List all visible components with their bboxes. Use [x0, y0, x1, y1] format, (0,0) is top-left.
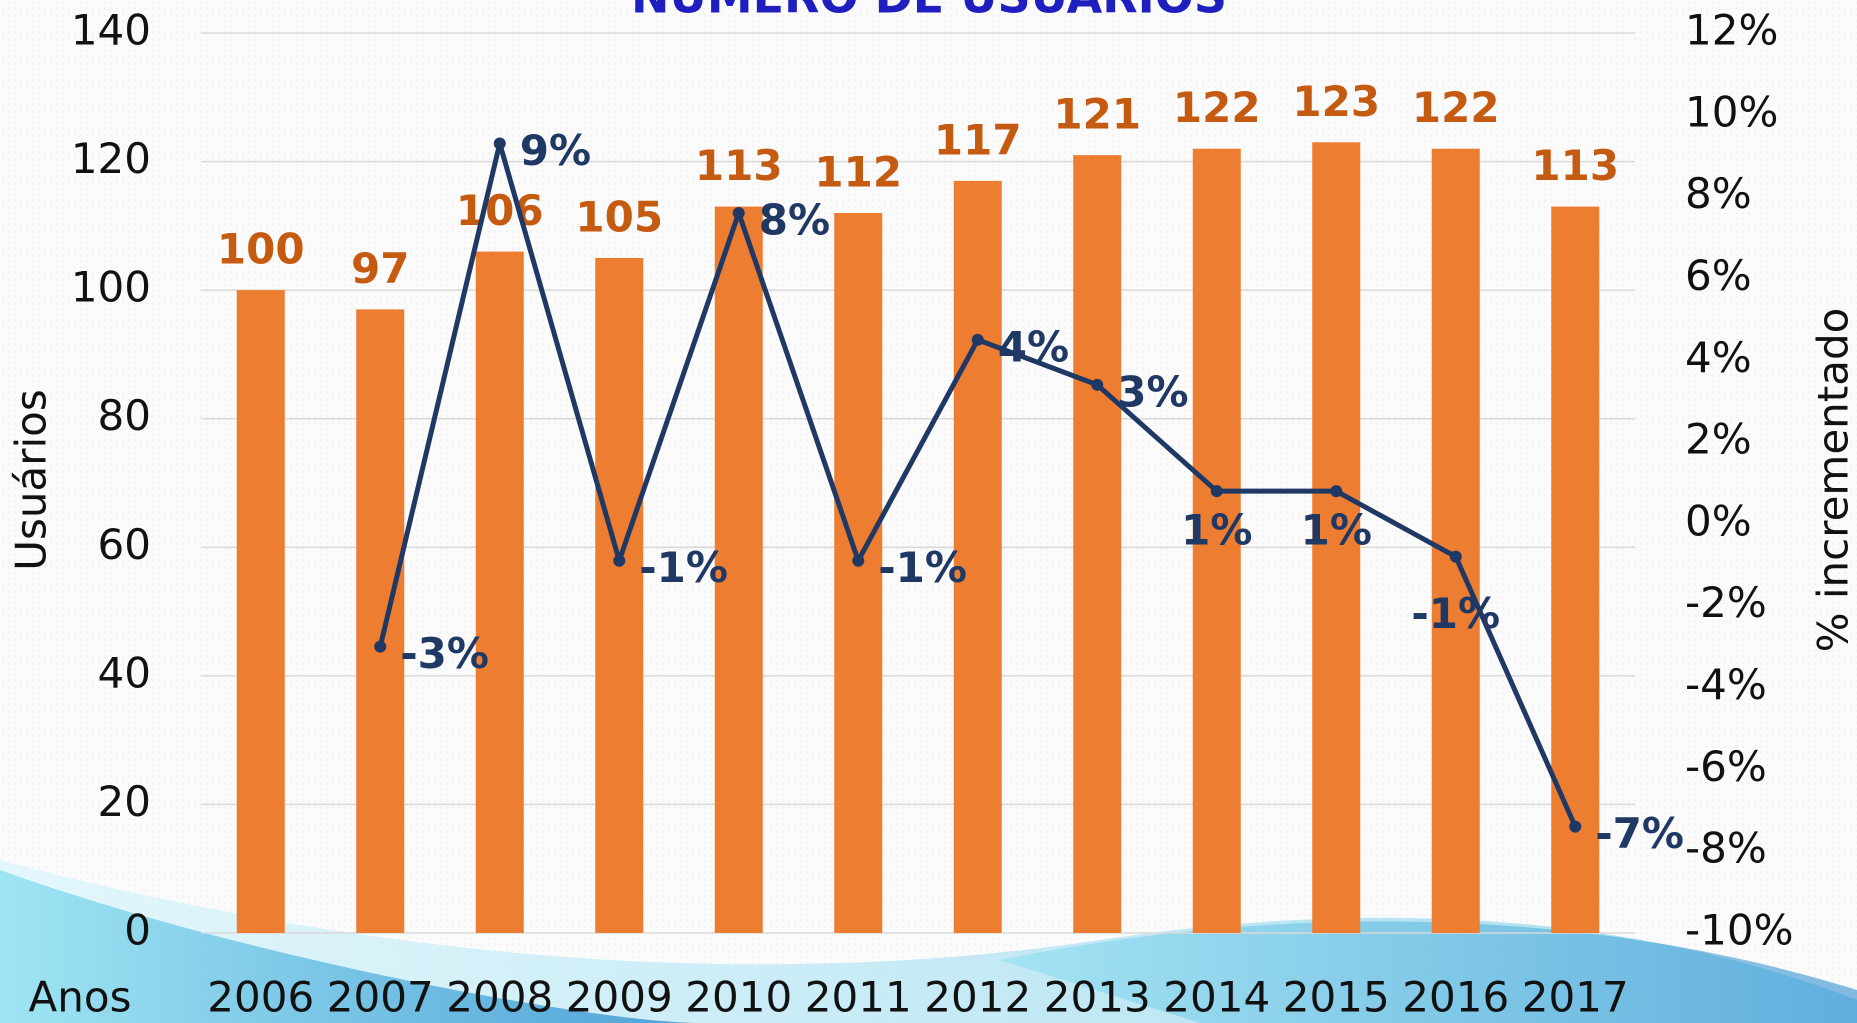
line-value-label: -1% [639, 543, 728, 592]
line-point [971, 333, 984, 346]
x-tick-label: 2014 [1163, 973, 1270, 1022]
y2-tick-label: 12% [1685, 6, 1778, 55]
y2-tick-label: 4% [1685, 333, 1752, 382]
bar [1073, 155, 1122, 934]
y2-tick-label: -2% [1685, 578, 1767, 627]
bar [475, 251, 524, 934]
bar [714, 206, 763, 934]
chart-title: NÚMERO DE USUÁRIOS [631, 0, 1227, 24]
bar [1192, 148, 1241, 933]
x-tick-label: 2009 [566, 973, 673, 1022]
x-tick-label: 2011 [805, 973, 912, 1022]
y-axis-label: Usuários [7, 389, 56, 571]
line-point [852, 554, 865, 567]
y-tick-label: 40 [98, 648, 151, 697]
line-point [1569, 820, 1582, 833]
bar-value-label: 123 [1292, 77, 1380, 126]
line-point [1210, 485, 1223, 498]
bar-value-label: 106 [456, 186, 544, 235]
bar [1312, 142, 1361, 934]
x-tick-label: 2016 [1402, 973, 1509, 1022]
y-tick-label: 120 [71, 134, 151, 183]
y2-tick-label: -6% [1685, 742, 1767, 791]
wave [1000, 921, 1857, 1023]
bar-value-label: 100 [217, 225, 305, 274]
y-tick-label: 80 [98, 391, 151, 440]
y2-tick-label: -8% [1685, 824, 1767, 873]
bar [953, 180, 1002, 933]
x-tick-label: 2010 [685, 973, 792, 1022]
x-tick-label: 2007 [327, 973, 434, 1022]
bar [1551, 206, 1600, 934]
x-tick-label: 2013 [1044, 973, 1151, 1022]
line-point [1449, 550, 1462, 563]
bar-value-label: 122 [1173, 83, 1261, 132]
line-point [374, 640, 387, 653]
bar-value-label: 117 [934, 115, 1022, 164]
bar-value-label: 113 [1531, 141, 1619, 190]
bar-value-label: 105 [575, 193, 663, 242]
line-value-label: 1% [1181, 506, 1252, 555]
line-point [1330, 485, 1343, 498]
wave [0, 870, 700, 1023]
bar-value-label: 113 [695, 141, 783, 190]
line-value-label: 1% [1301, 506, 1372, 555]
line-value-label: -1% [878, 543, 967, 592]
line-point [493, 137, 506, 150]
line-value-label: 8% [759, 196, 830, 245]
y2-tick-label: 8% [1685, 169, 1752, 218]
line-value-label: 9% [520, 126, 591, 175]
y2-tick-label: 2% [1685, 415, 1752, 464]
line-point [613, 554, 626, 567]
bar [834, 213, 883, 933]
bar [1431, 148, 1480, 933]
y2-tick-label: 0% [1685, 496, 1752, 545]
y-tick-label: 0 [124, 906, 151, 955]
x-tick-label: 2008 [446, 973, 553, 1022]
bar [236, 290, 285, 934]
x-axis-label: Anos [29, 973, 132, 1022]
line-point [732, 207, 745, 219]
y2-tick-label: -10% [1685, 906, 1794, 955]
y-tick-label: 20 [98, 777, 151, 826]
bar-value-label: 97 [351, 244, 409, 293]
line-value-label: -1% [1411, 589, 1500, 638]
line-value-label: -3% [400, 629, 489, 678]
y-tick-label: 100 [71, 263, 151, 312]
x-tick-label: 2012 [924, 973, 1031, 1022]
x-tick-label: 2006 [207, 973, 314, 1022]
y-tick-label: 60 [98, 520, 151, 569]
line-value-label: 4% [998, 322, 1069, 371]
bar [595, 258, 644, 933]
y-tick-label: 140 [71, 6, 151, 55]
bar-value-label: 112 [814, 148, 902, 197]
line-value-label: 3% [1117, 367, 1188, 416]
y2-tick-label: 6% [1685, 251, 1752, 300]
line-point [1091, 378, 1104, 391]
y2-tick-label: 10% [1685, 87, 1778, 136]
x-tick-label: 2017 [1522, 973, 1629, 1022]
bar-value-label: 121 [1053, 90, 1141, 139]
bar-value-label: 122 [1412, 83, 1500, 132]
x-tick-label: 2015 [1283, 973, 1390, 1022]
y2-tick-label: -4% [1685, 660, 1767, 709]
y2-axis-label: % incrementado [1809, 308, 1857, 653]
line-value-label: -7% [1595, 809, 1684, 858]
bar [356, 309, 405, 933]
